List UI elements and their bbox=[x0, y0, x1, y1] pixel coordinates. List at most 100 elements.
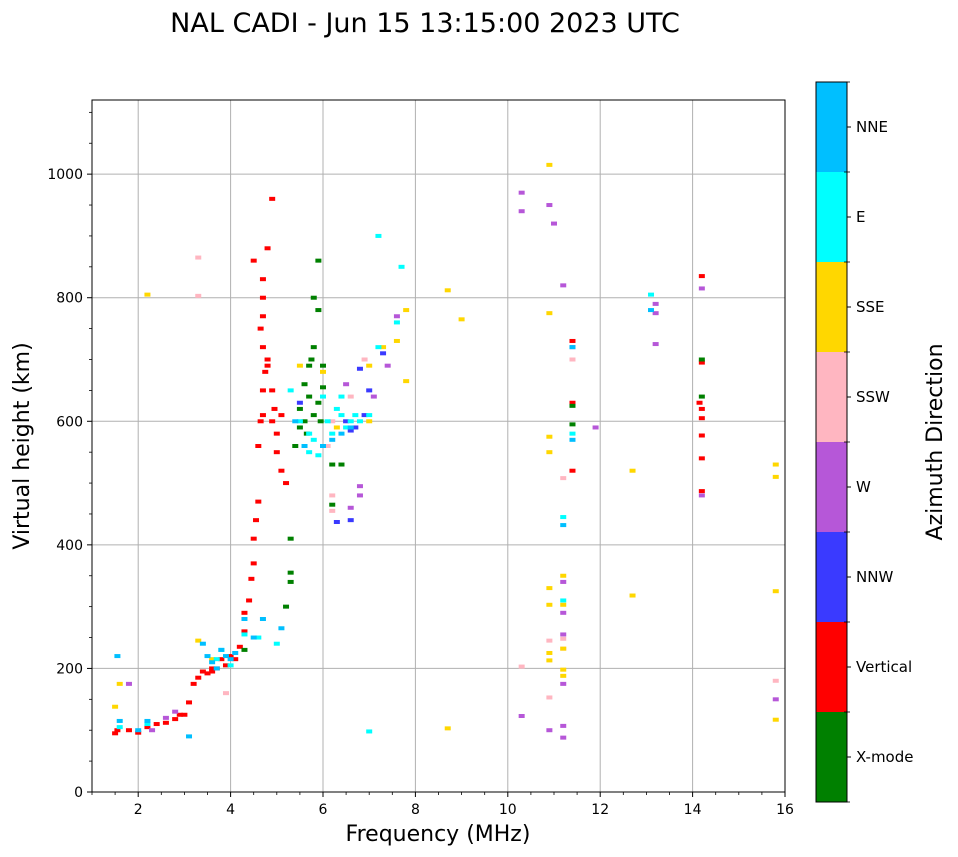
echo-point-nne bbox=[320, 444, 326, 448]
echo-point-vertical bbox=[112, 731, 119, 736]
echo-point-vertical bbox=[271, 406, 278, 411]
echo-point-x-mode bbox=[329, 502, 336, 507]
echo-point-nnw bbox=[366, 388, 373, 393]
echo-point-vertical bbox=[199, 669, 206, 674]
echo-point-nne bbox=[209, 660, 216, 665]
echo-point-e bbox=[273, 641, 280, 646]
echo-point-nnw bbox=[347, 428, 354, 433]
y-tick-label: 0 bbox=[74, 785, 83, 801]
echo-point-vertical bbox=[241, 610, 248, 615]
echo-point-sse bbox=[444, 726, 451, 731]
echo-point-e bbox=[116, 725, 123, 730]
x-tick-label: 10 bbox=[499, 802, 517, 818]
echo-point-vertical bbox=[190, 681, 197, 686]
echo-point-nne bbox=[116, 718, 123, 723]
echo-point-e bbox=[356, 419, 363, 424]
echo-point-w bbox=[560, 283, 567, 288]
echo-point-x-mode bbox=[698, 394, 705, 399]
echo-point-ssw bbox=[195, 293, 202, 298]
echo-point-x-mode bbox=[296, 406, 303, 411]
echo-point-ssw bbox=[329, 419, 336, 424]
echo-point-x-mode bbox=[306, 394, 313, 399]
echo-point-vertical bbox=[269, 419, 276, 424]
echo-point-nne bbox=[338, 431, 345, 436]
colorbar-tick-label: SSE bbox=[856, 298, 885, 316]
echo-point-e bbox=[333, 406, 340, 411]
y-tick-label: 200 bbox=[56, 661, 83, 677]
x-tick-label: 8 bbox=[411, 802, 420, 818]
echo-point-vertical bbox=[253, 518, 260, 523]
echo-point-w bbox=[370, 394, 377, 399]
x-tick-label: 14 bbox=[684, 802, 702, 818]
echo-point-w bbox=[698, 493, 705, 498]
echo-point-sse bbox=[546, 162, 553, 167]
echo-point-x-mode bbox=[569, 403, 576, 408]
colorbar-tick-label: Vertical bbox=[856, 658, 912, 676]
echo-point-vertical bbox=[698, 489, 705, 494]
echo-point-sse bbox=[195, 638, 202, 643]
echo-point-x-mode bbox=[306, 363, 313, 368]
echo-point-vertical bbox=[162, 720, 169, 725]
echo-point-vertical bbox=[273, 431, 280, 436]
echo-point-w bbox=[560, 723, 567, 728]
echo-point-sse bbox=[403, 308, 410, 313]
echo-point-vertical bbox=[259, 345, 266, 350]
echo-point-vertical bbox=[698, 406, 705, 411]
echo-point-sse bbox=[144, 292, 151, 297]
echo-point-nne bbox=[199, 641, 206, 646]
echo-point-sse bbox=[546, 450, 553, 455]
colorbar-segment bbox=[816, 712, 847, 802]
colorbar-tick-label: W bbox=[856, 478, 871, 496]
echo-point-sse bbox=[296, 363, 303, 368]
grid-lines bbox=[92, 100, 785, 792]
echo-point-w bbox=[560, 735, 567, 740]
echo-point-vertical bbox=[278, 468, 285, 473]
echo-point-vertical bbox=[255, 499, 262, 504]
echo-point-e bbox=[375, 233, 382, 238]
echo-point-w bbox=[343, 382, 350, 387]
echo-point-vertical bbox=[262, 369, 269, 374]
plot-background bbox=[92, 100, 785, 792]
echo-point-sse bbox=[546, 602, 553, 607]
echo-point-sse bbox=[112, 704, 119, 709]
x-tick-label: 4 bbox=[226, 802, 235, 818]
echo-point-vertical bbox=[172, 717, 179, 722]
colorbar-tick-label: NNW bbox=[856, 568, 893, 586]
echo-point-ssw bbox=[347, 394, 354, 399]
chart-title: NAL CADI - Jun 15 13:15:00 2023 UTC bbox=[170, 8, 680, 39]
echo-point-x-mode bbox=[296, 425, 303, 430]
echo-point-sse bbox=[546, 586, 553, 591]
y-axis-label: Virtual height (km) bbox=[10, 342, 35, 549]
echo-point-e bbox=[296, 419, 303, 424]
echo-point-x-mode bbox=[287, 570, 294, 575]
echo-point-nnw bbox=[380, 351, 387, 356]
echo-point-nne bbox=[250, 635, 257, 640]
echo-point-x-mode bbox=[283, 604, 290, 609]
echo-point-nne bbox=[292, 419, 299, 424]
echo-point-ssw bbox=[546, 638, 553, 643]
echo-point-nne bbox=[301, 444, 308, 448]
colorbar-frame bbox=[815, 81, 848, 803]
echo-point-vertical bbox=[257, 419, 264, 424]
echo-point-nne bbox=[329, 437, 336, 442]
colorbar-tick-label: SSW bbox=[856, 388, 890, 406]
echo-point-w bbox=[546, 728, 553, 733]
x-axis: 2 4 6 8 10 12 14 16 bbox=[91, 792, 794, 818]
echo-point-sse bbox=[380, 345, 387, 350]
echo-point-w bbox=[772, 697, 779, 702]
echo-point-vertical bbox=[569, 468, 576, 473]
echo-point-x-mode bbox=[287, 536, 294, 541]
echo-point-w bbox=[560, 610, 567, 615]
echo-point-ssw bbox=[222, 691, 229, 696]
echo-point-vertical bbox=[259, 277, 266, 282]
echo-point-w bbox=[652, 342, 659, 347]
echo-point-vertical bbox=[569, 400, 576, 405]
echo-point-nnw bbox=[296, 400, 303, 405]
echo-point-vertical bbox=[204, 671, 211, 676]
echo-point-e bbox=[366, 729, 373, 734]
echo-point-e bbox=[560, 515, 567, 520]
echo-point-e bbox=[306, 450, 313, 455]
echo-point-nne bbox=[213, 666, 220, 671]
echo-point-vertical bbox=[186, 700, 193, 705]
echo-point-w bbox=[560, 681, 567, 686]
